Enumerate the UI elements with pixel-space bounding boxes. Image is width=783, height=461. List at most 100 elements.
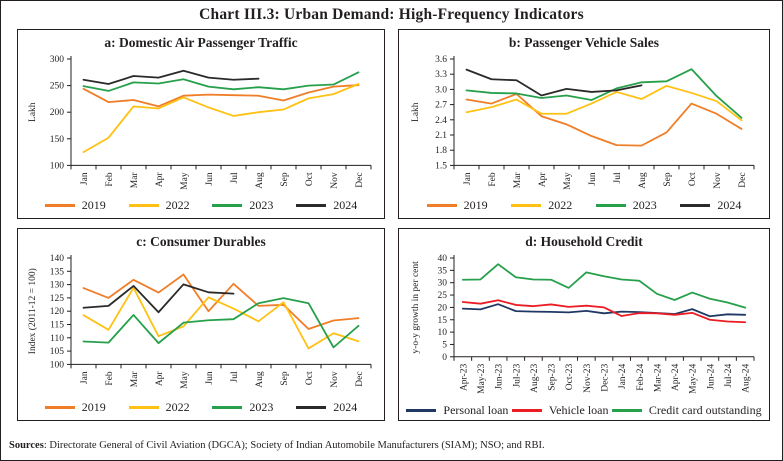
x-tick-label: May-23 xyxy=(477,364,487,394)
legend-consumer-durables: 2019 2022 2023 2024 xyxy=(22,400,380,415)
y-tick-label: 3.0 xyxy=(435,85,447,95)
panels-grid: a: Domestic Air Passenger Traffic 100 150… xyxy=(17,29,782,421)
panel-passenger-vehicle-sales: b: Passenger Vehicle Sales 1.5 1.8 2.1 2.4 2… xyxy=(398,29,770,219)
chart-consumer-durables: 100 105 110 115 120 125 130 135 140 Index (2011-1… xyxy=(25,250,377,395)
legend-label: 2019 xyxy=(81,198,106,212)
series-line-personal-loan xyxy=(461,303,747,318)
x-tick-label: Jun-24 xyxy=(706,364,716,390)
series-line-2022 xyxy=(465,84,743,122)
x-tick-label: Feb xyxy=(105,172,115,187)
legend-label: 2024 xyxy=(333,198,358,212)
figure-title: Chart III.3: Urban Demand: High-Frequenc… xyxy=(199,6,584,23)
series-line-2019 xyxy=(82,273,360,330)
x-tick-label: Sep xyxy=(663,172,673,187)
x-tick-label: Jun xyxy=(205,371,215,384)
x-tick-label: Aug-23 xyxy=(530,364,540,393)
chart-svg-b: 1.5 1.8 2.1 2.4 2.7 3.0 3.3 3.6 Lakh Jan Feb Mar Apr… xyxy=(411,55,755,190)
y-tick-label: 2.7 xyxy=(435,101,447,111)
x-tick-label: Jul xyxy=(613,172,623,183)
legend-item-vehicle-loan: Vehicle loan xyxy=(511,403,609,418)
x-tick-label: Nov xyxy=(330,371,340,388)
series-line-vehicle-loan xyxy=(461,299,747,324)
y-tick-label: 3.6 xyxy=(435,55,447,65)
legend-label: 2024 xyxy=(717,198,742,212)
y-tick-label: 25 xyxy=(438,291,448,301)
y-tick-label: 3.3 xyxy=(435,70,447,80)
legend-item-2023: 2023 xyxy=(595,198,657,213)
legend-swatch xyxy=(611,409,642,412)
x-tick-label: Jun-23 xyxy=(495,364,505,390)
series-line-2023 xyxy=(82,297,360,349)
x-tick-label: Nov xyxy=(330,172,340,189)
panel-title-household-credit: d: Household Credit xyxy=(525,234,643,249)
x-tick-label: Jan xyxy=(463,172,473,185)
legend-swatch xyxy=(406,409,437,412)
x-tick-label: Jan xyxy=(80,371,90,384)
legend-label: 2023 xyxy=(249,400,274,414)
x-tick-label: Feb xyxy=(105,371,115,386)
x-tick-label: Apr xyxy=(155,172,165,188)
legend-swatch xyxy=(426,204,457,207)
y-tick-label: 105 xyxy=(50,347,65,357)
y-tick-label: 250 xyxy=(50,82,65,92)
legend-swatch xyxy=(128,204,159,207)
legend-swatch xyxy=(212,406,243,409)
legend-item-2022: 2022 xyxy=(128,198,190,213)
legend-air-traffic: 2019 2022 2023 2024 xyxy=(22,198,380,213)
legend-item-2024: 2024 xyxy=(296,400,357,415)
sources-note: Sources: Directorate General of Civil Av… xyxy=(9,440,545,451)
x-tick-label: Jul xyxy=(230,172,240,183)
x-tick-label: Sep xyxy=(280,172,290,187)
legend-label: 2019 xyxy=(81,400,106,414)
chart-svg-d: 0 5 10 15 20 25 30 35 40 y-o-y growth in per cent… xyxy=(411,254,755,394)
panel-consumer-durables: c: Consumer Durables 100 105 110 115 120 125 1… xyxy=(17,228,385,421)
series-line-2023 xyxy=(82,71,360,92)
x-tick-label: Apr xyxy=(155,371,165,387)
x-tick-label: Oct xyxy=(305,172,315,186)
x-tick-label: Nov-23 xyxy=(583,364,593,393)
legend-item-2024: 2024 xyxy=(296,198,357,213)
x-tick-label: Sep xyxy=(280,371,290,386)
panel-domestic-air-passenger-traffic: a: Domestic Air Passenger Traffic 100 150… xyxy=(17,29,385,219)
y-tick-label: 10 xyxy=(438,328,448,338)
x-tick-label: Oct xyxy=(305,371,315,385)
series-line-2019 xyxy=(465,93,743,147)
y-tick-label: 115 xyxy=(50,321,64,331)
y-tick-label: 1.8 xyxy=(435,146,447,156)
y-tick-label: 130 xyxy=(50,281,65,291)
legend-item-2019: 2019 xyxy=(44,400,106,415)
legend-item-2019: 2019 xyxy=(426,198,488,213)
legend-swatch xyxy=(212,204,243,207)
y-tick-label: 125 xyxy=(50,294,65,304)
legend-swatch xyxy=(595,204,626,207)
legend-swatch xyxy=(44,204,75,207)
legend-swatch xyxy=(128,406,159,409)
x-tick-label: Aug xyxy=(638,172,648,189)
x-tick-label: Oct xyxy=(688,172,698,186)
series-line-credit-card-outstanding xyxy=(461,263,747,309)
y-tick-label: 200 xyxy=(50,108,65,118)
x-tick-label: May-24 xyxy=(689,364,699,394)
y-tick-label: 30 xyxy=(438,279,448,289)
legend-item-2023: 2023 xyxy=(212,198,273,213)
x-tick-label: Feb xyxy=(488,172,498,187)
y-tick-label: 5 xyxy=(442,340,447,350)
x-tick-label: Aug-24 xyxy=(742,364,752,393)
legend-item-2024: 2024 xyxy=(680,198,741,213)
y-tick-label: 135 xyxy=(50,267,65,277)
legend-swatch xyxy=(680,204,711,207)
series-line-2024 xyxy=(465,68,643,97)
y-tick-label: 150 xyxy=(50,135,65,145)
y-tick-label: 40 xyxy=(438,254,448,264)
legend-swatch xyxy=(44,406,75,409)
y-tick-label: 2.4 xyxy=(435,116,447,126)
panel-household-credit: d: Household Credit 0 5 10 15 20 25 30 35 40 y-o-… xyxy=(398,228,770,421)
legend-item-2022: 2022 xyxy=(511,198,572,213)
x-tick-label: Jul-24 xyxy=(724,364,734,388)
y-tick-label: 20 xyxy=(438,303,448,313)
x-tick-label: Aug xyxy=(255,172,265,189)
x-tick-label: Dec xyxy=(738,172,748,187)
legend-label: 2023 xyxy=(249,198,274,212)
chart-household-credit: 0 5 10 15 20 25 30 35 40 y-o-y growth in per cent… xyxy=(408,250,760,403)
